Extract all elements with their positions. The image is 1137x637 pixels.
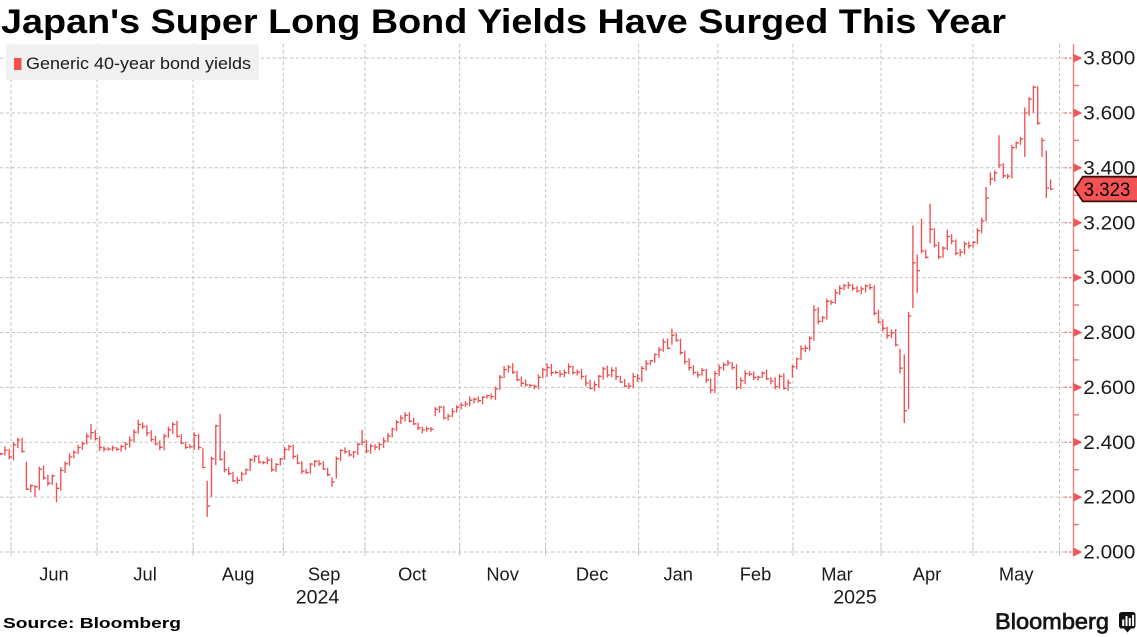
svg-text:2.200: 2.200 [1083,488,1135,509]
svg-text:2.600: 2.600 [1083,378,1135,399]
svg-text:Jan: Jan [663,563,692,584]
svg-text:2.400: 2.400 [1083,433,1135,454]
svg-text:Jun: Jun [39,563,68,584]
svg-text:2024: 2024 [296,586,340,608]
svg-text:Feb: Feb [740,563,772,584]
svg-text:Nov: Nov [486,563,519,584]
svg-text:Aug: Aug [222,563,255,584]
svg-text:Generic 40-year bond yields: Generic 40-year bond yields [26,54,251,73]
svg-text:3.600: 3.600 [1083,104,1135,125]
svg-text:Apr: Apr [913,563,941,584]
svg-text:Bloomberg: Bloomberg [995,609,1109,634]
svg-text:2025: 2025 [833,586,877,608]
svg-text:3.400: 3.400 [1083,158,1135,179]
svg-text:3.000: 3.000 [1083,268,1135,289]
svg-text:Source: Bloomberg: Source: Bloomberg [3,616,181,632]
svg-text:3.323: 3.323 [1084,180,1131,201]
svg-text:Oct: Oct [398,563,426,584]
svg-text:Sep: Sep [308,563,341,584]
svg-text:Mar: Mar [821,563,852,584]
svg-text:Dec: Dec [576,563,609,584]
svg-text:3.800: 3.800 [1083,49,1135,70]
svg-text:May: May [999,563,1034,584]
svg-text:3.200: 3.200 [1083,213,1135,234]
svg-text:Japan's Super Long Bond Yields: Japan's Super Long Bond Yields Have Surg… [1,3,1006,41]
svg-text:Jul: Jul [133,563,156,584]
svg-text:2.000: 2.000 [1083,543,1135,564]
svg-text:2.800: 2.800 [1083,323,1135,344]
